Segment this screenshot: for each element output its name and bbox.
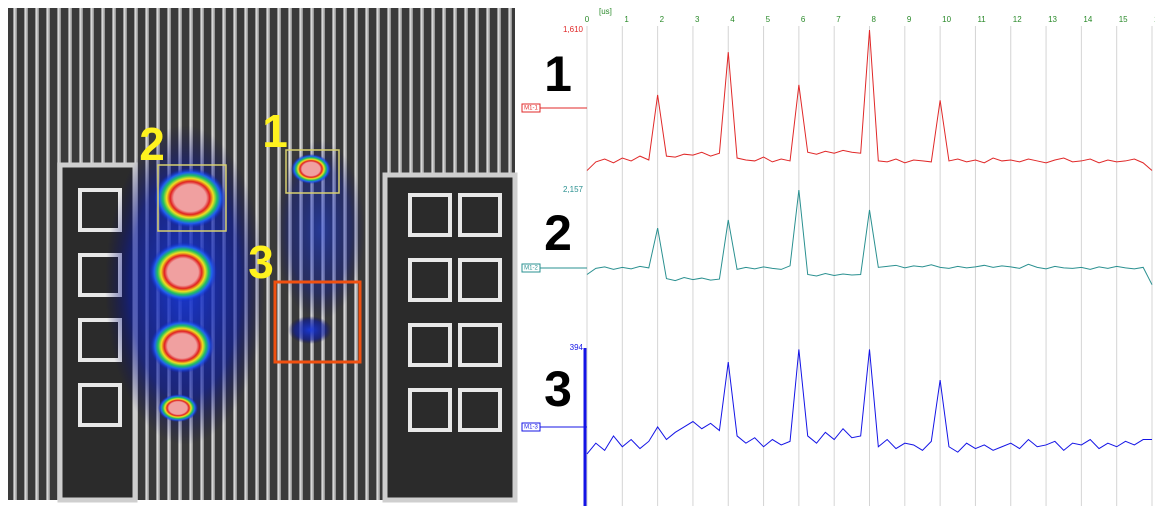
region-label: 1 [262,105,288,157]
x-tick-label: 1 [624,15,629,24]
x-tick-label: 0 [585,15,590,24]
x-tick-label: 3 [695,15,700,24]
emission-image: 2 1 3 [8,8,518,503]
x-unit: [us] [599,7,612,16]
trace [586,29,1153,171]
x-tick-label: 9 [907,15,912,24]
trace [586,189,1153,285]
x-tick-label: 13 [1048,15,1057,24]
y-tick-label: 394 [570,343,584,352]
trace-tag [521,103,541,113]
legend-label: M1-1 [524,106,538,112]
region-label: 2 [139,118,165,170]
x-tick-label: 2 [660,15,665,24]
y-tick-label: 2,157 [563,185,584,194]
trace [586,349,1152,455]
x-tick-label: 6 [801,15,806,24]
x-tick-label: 7 [836,15,841,24]
trace-number: 1 [544,46,572,102]
x-tick-label: 10 [942,15,951,24]
x-tick-label: 5 [766,15,771,24]
legend-label: M1-3 [524,425,538,431]
x-tick-label: 8 [872,15,877,24]
trace-tag [521,263,541,273]
legend-label: M1-2 [524,266,538,272]
trace-number: 2 [544,205,572,261]
trace-tag [521,422,541,432]
region-label: 3 [248,236,274,288]
x-tick-label: 11 [977,15,986,24]
y-tick-label: 1,610 [563,25,584,34]
x-tick-label: 15 [1119,15,1128,24]
x-tick-label: 12 [1013,15,1022,24]
trace-number: 3 [544,361,572,417]
x-tick-label: 14 [1083,15,1092,24]
x-tick-label: 4 [730,15,735,24]
